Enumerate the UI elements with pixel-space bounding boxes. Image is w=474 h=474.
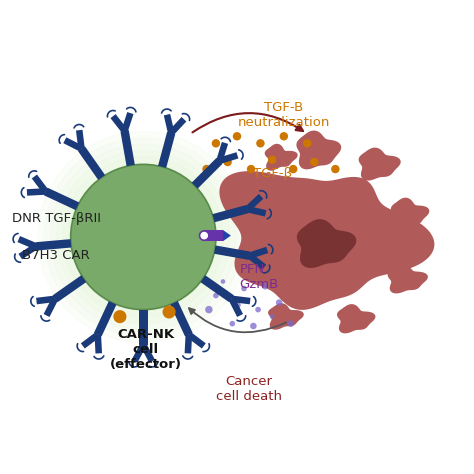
Polygon shape bbox=[264, 144, 298, 171]
Polygon shape bbox=[228, 297, 243, 317]
Polygon shape bbox=[170, 301, 192, 337]
Circle shape bbox=[229, 321, 235, 327]
Circle shape bbox=[212, 139, 220, 147]
Polygon shape bbox=[18, 236, 37, 249]
Polygon shape bbox=[44, 188, 79, 210]
Polygon shape bbox=[219, 171, 434, 310]
Circle shape bbox=[213, 293, 219, 298]
Circle shape bbox=[38, 132, 249, 342]
Circle shape bbox=[250, 323, 257, 329]
Circle shape bbox=[63, 157, 223, 317]
Circle shape bbox=[289, 165, 297, 173]
Polygon shape bbox=[337, 304, 375, 333]
Polygon shape bbox=[36, 239, 72, 251]
Circle shape bbox=[270, 314, 274, 319]
Circle shape bbox=[331, 165, 339, 173]
Polygon shape bbox=[76, 130, 85, 149]
Polygon shape bbox=[78, 146, 105, 180]
Polygon shape bbox=[187, 332, 206, 348]
Text: B7H3 CAR: B7H3 CAR bbox=[21, 249, 89, 262]
Polygon shape bbox=[53, 275, 86, 302]
Polygon shape bbox=[359, 147, 401, 181]
Polygon shape bbox=[94, 335, 102, 354]
Circle shape bbox=[247, 165, 255, 173]
Circle shape bbox=[268, 155, 276, 164]
Polygon shape bbox=[391, 198, 429, 229]
Circle shape bbox=[303, 139, 311, 147]
Circle shape bbox=[163, 305, 176, 319]
Polygon shape bbox=[246, 206, 266, 217]
Polygon shape bbox=[248, 247, 268, 259]
Text: Cancer
cell death: Cancer cell death bbox=[216, 375, 282, 403]
Polygon shape bbox=[121, 112, 134, 132]
Polygon shape bbox=[18, 244, 38, 259]
Polygon shape bbox=[296, 130, 341, 169]
Polygon shape bbox=[158, 132, 175, 168]
Polygon shape bbox=[297, 219, 356, 268]
Polygon shape bbox=[216, 142, 228, 162]
Circle shape bbox=[51, 144, 236, 330]
Circle shape bbox=[310, 158, 319, 166]
Polygon shape bbox=[32, 174, 48, 193]
Polygon shape bbox=[164, 114, 174, 134]
Polygon shape bbox=[94, 301, 117, 337]
Circle shape bbox=[255, 307, 261, 312]
Circle shape bbox=[57, 151, 230, 323]
Polygon shape bbox=[231, 296, 251, 304]
Text: TGF-B
neutralization: TGF-B neutralization bbox=[237, 101, 330, 129]
Polygon shape bbox=[36, 296, 55, 304]
Circle shape bbox=[44, 138, 242, 336]
Polygon shape bbox=[27, 188, 46, 196]
Polygon shape bbox=[214, 246, 250, 260]
Polygon shape bbox=[223, 230, 231, 241]
Polygon shape bbox=[204, 230, 223, 241]
Polygon shape bbox=[388, 264, 428, 293]
Polygon shape bbox=[132, 343, 146, 363]
Polygon shape bbox=[247, 253, 266, 270]
Polygon shape bbox=[204, 230, 214, 241]
Polygon shape bbox=[191, 158, 222, 189]
Circle shape bbox=[288, 320, 294, 327]
Circle shape bbox=[200, 231, 209, 240]
Circle shape bbox=[241, 286, 247, 292]
Text: CAR-NK
cell
(effector): CAR-NK cell (effector) bbox=[109, 328, 182, 371]
Polygon shape bbox=[201, 275, 234, 302]
Circle shape bbox=[202, 165, 211, 173]
Polygon shape bbox=[219, 152, 238, 164]
Text: PFN
GzmB: PFN GzmB bbox=[239, 263, 279, 291]
Polygon shape bbox=[120, 130, 135, 166]
Polygon shape bbox=[212, 205, 248, 222]
Circle shape bbox=[280, 132, 288, 140]
Circle shape bbox=[262, 283, 268, 290]
Circle shape bbox=[220, 279, 225, 284]
Circle shape bbox=[205, 306, 213, 313]
Circle shape bbox=[70, 163, 217, 311]
Polygon shape bbox=[64, 137, 83, 152]
Circle shape bbox=[233, 301, 241, 309]
Polygon shape bbox=[110, 114, 127, 133]
Polygon shape bbox=[245, 194, 264, 211]
Text: DNR TGF-βRII: DNR TGF-βRII bbox=[12, 212, 101, 225]
Polygon shape bbox=[184, 335, 192, 354]
Circle shape bbox=[256, 139, 264, 147]
Circle shape bbox=[276, 299, 283, 306]
Polygon shape bbox=[140, 343, 155, 363]
Circle shape bbox=[113, 310, 127, 323]
Polygon shape bbox=[268, 303, 304, 330]
Polygon shape bbox=[44, 297, 58, 317]
Circle shape bbox=[71, 164, 216, 310]
Polygon shape bbox=[81, 332, 100, 348]
Circle shape bbox=[223, 158, 232, 166]
Polygon shape bbox=[169, 117, 186, 135]
Circle shape bbox=[233, 132, 241, 140]
Polygon shape bbox=[139, 310, 147, 345]
Text: TGF-β: TGF-β bbox=[254, 167, 292, 180]
